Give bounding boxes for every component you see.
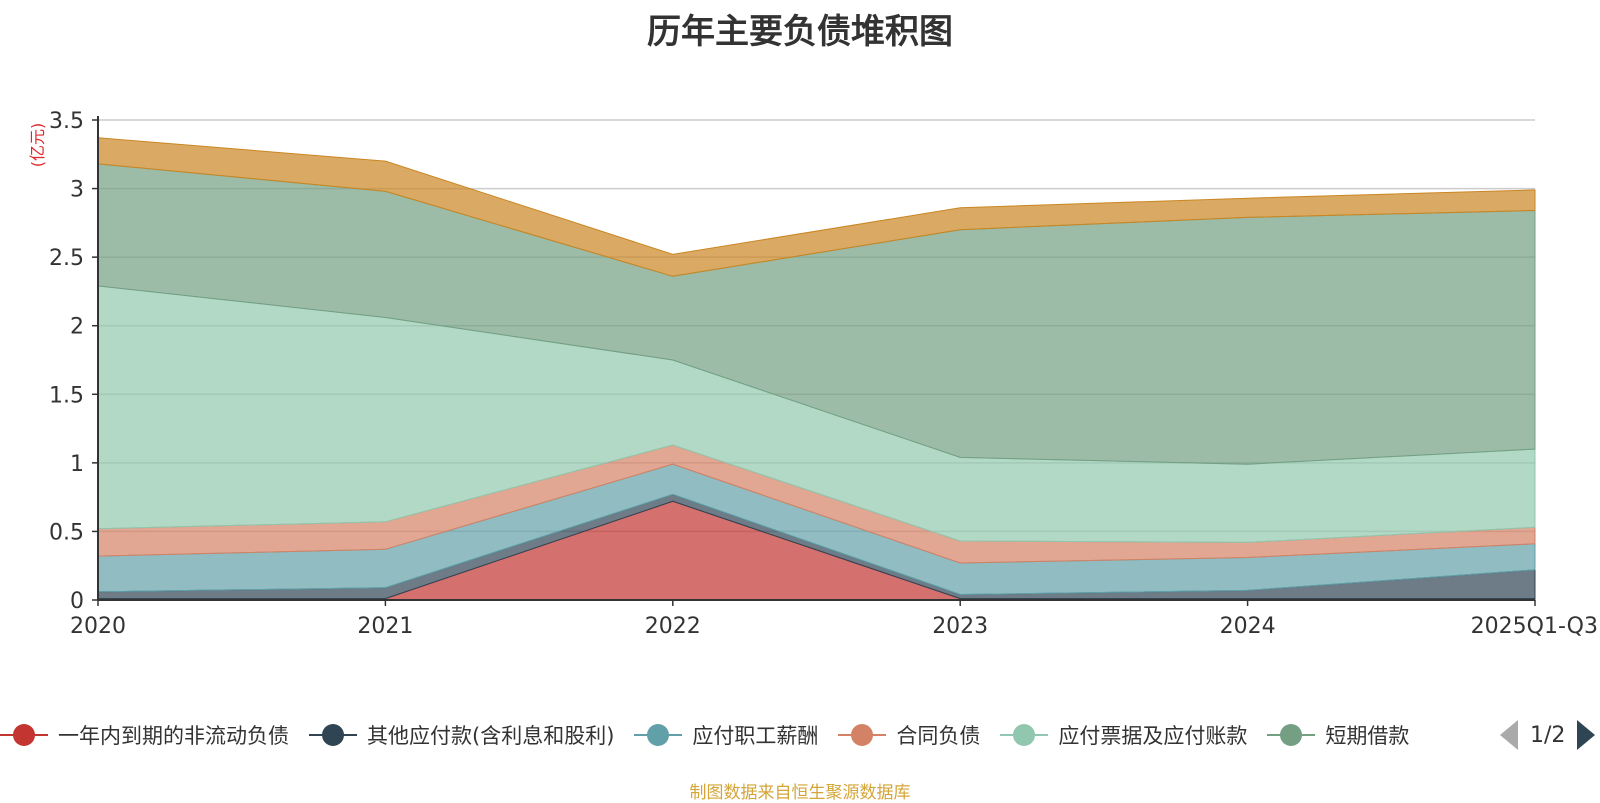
legend-item[interactable]: 合同负债 [838,720,980,750]
legend-item[interactable]: 一年内到期的非流动负债 [0,720,289,750]
legend-next-page-icon[interactable] [1577,720,1596,750]
legend-label: 应付票据及应付账款 [1058,724,1248,748]
legend-marker-icon [0,723,48,747]
legend-item[interactable]: 短期借款 [1267,720,1409,750]
legend-page-indicator: 1/2 [1530,722,1566,748]
legend-marker-dot [1280,724,1303,746]
legend-marker-icon [838,723,887,747]
stacked-area-chart: 0 0.5 1 1.5 2 2.5 3 3.5 2020 2021 2022 2023 2024 2025… [28,109,1598,639]
legend-item[interactable]: 其他应付款(含利息和股利) [309,720,614,750]
legend-viewport: 一年内到期的非流动负债 其他应付款(含利息和股利) 应付职工薪酬 合同负债 应付票据及应… [0,715,1478,755]
y-tick-label: 1.5 [49,383,84,408]
legend: 一年内到期的非流动负债 其他应付款(含利息和股利) 应付职工薪酬 合同负债 应付票据及应… [0,715,1600,755]
legend-marker-dot [1013,724,1036,746]
axis-layer: 0 0.5 1 1.5 2 2.5 3 3.5 2020 2021 2022 2023 2024 2025… [28,109,1598,639]
y-tick-label: 2.5 [49,246,84,271]
legend-marker-dot [851,724,874,746]
legend-label: 其他应付款(含利息和股利) [367,724,615,748]
y-tick-label: 2 [70,315,84,340]
legend-marker-icon [1000,723,1049,747]
legend-marker-dot [13,724,35,746]
legend-item[interactable]: 应付职工薪酬 [634,720,818,750]
legend-marker-dot [647,724,670,746]
x-tick-label: 2025Q1-Q3 [1471,614,1598,639]
legend-label: 合同负债 [896,724,981,748]
y-tick-label: 1 [70,452,84,477]
legend-item[interactable]: 应付票据及应付账款 [1000,720,1247,750]
x-tick-label: 2020 [70,614,126,639]
chart-title: 历年主要负债堆积图 [647,12,953,52]
area-series[interactable] [97,137,1536,277]
y-tick-label: 0.5 [49,520,84,545]
x-tick-label: 2023 [932,614,988,639]
legend-prev-page-icon[interactable] [1500,720,1518,750]
legend-items: 一年内到期的非流动负债 其他应付款(含利息和股利) 应付职工薪酬 合同负债 应付票据及应… [0,715,1478,755]
x-tick-label: 2022 [645,614,701,639]
source-note: 制图数据来自恒生聚源数据库 [689,783,911,803]
legend-pager: 1/2 [1500,715,1596,755]
y-tick-label: 3 [70,178,84,203]
legend-marker-icon [634,723,683,747]
legend-label: 一年内到期的非流动负债 [58,724,289,748]
y-tick-label: 0 [70,589,84,614]
legend-marker-icon [1267,723,1316,747]
legend-label: 短期借款 [1325,724,1410,748]
x-tick-label: 2021 [357,614,413,639]
legend-marker-dot [322,724,344,746]
x-tick-label: 2024 [1220,614,1276,639]
legend-label: 应付职工薪酬 [692,724,819,748]
y-axis-unit-label: (亿元) [28,123,47,168]
y-tick-label: 3.5 [49,109,84,134]
area-layer [97,137,1536,601]
legend-marker-icon [309,723,357,747]
